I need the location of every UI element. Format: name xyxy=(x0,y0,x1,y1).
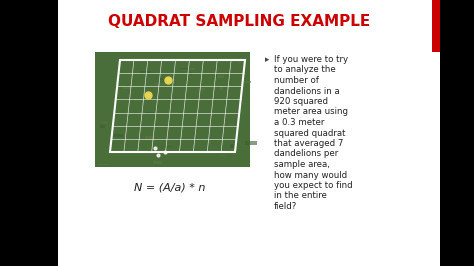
Text: dandelions in a: dandelions in a xyxy=(274,86,340,95)
Bar xyxy=(114,134,123,137)
Bar xyxy=(198,88,205,90)
Text: 920 squared: 920 squared xyxy=(274,97,328,106)
Bar xyxy=(160,78,163,80)
Text: field?: field? xyxy=(274,202,297,211)
Bar xyxy=(208,141,211,143)
Text: N = (A/a) * n: N = (A/a) * n xyxy=(134,183,206,193)
Text: squared quadrat: squared quadrat xyxy=(274,128,346,138)
Bar xyxy=(245,141,257,145)
Bar xyxy=(0,0,58,266)
Bar xyxy=(244,81,251,83)
Text: QUADRAT SAMPLING EXAMPLE: QUADRAT SAMPLING EXAMPLE xyxy=(108,15,370,30)
Bar xyxy=(100,122,108,123)
Bar xyxy=(95,52,250,167)
Bar xyxy=(100,125,105,128)
Bar xyxy=(215,75,217,78)
Bar xyxy=(146,136,154,140)
Text: how many would: how many would xyxy=(274,171,347,180)
Bar xyxy=(189,72,192,76)
Bar xyxy=(432,0,440,52)
Text: dandelions per: dandelions per xyxy=(274,149,338,159)
Bar xyxy=(220,155,225,156)
Bar xyxy=(172,112,178,113)
Bar xyxy=(153,161,163,164)
Text: If you were to try: If you were to try xyxy=(274,55,348,64)
Text: a 0.3 meter: a 0.3 meter xyxy=(274,118,324,127)
Bar xyxy=(190,68,195,70)
Bar xyxy=(440,0,474,266)
Bar xyxy=(220,87,223,90)
Text: meter area using: meter area using xyxy=(274,107,348,117)
Bar xyxy=(238,62,242,63)
Text: you expect to find: you expect to find xyxy=(274,181,353,190)
Bar xyxy=(123,87,131,89)
Text: ▸: ▸ xyxy=(265,55,269,64)
Bar xyxy=(58,0,440,266)
Bar xyxy=(114,109,116,113)
Bar xyxy=(179,68,189,69)
Text: to analyze the: to analyze the xyxy=(274,65,336,74)
Text: in the entire: in the entire xyxy=(274,192,327,201)
Text: sample area,: sample area, xyxy=(274,160,330,169)
Bar xyxy=(98,164,109,165)
Bar xyxy=(229,124,234,125)
Bar xyxy=(217,75,224,78)
Bar xyxy=(119,59,130,61)
Text: that averaged 7: that averaged 7 xyxy=(274,139,343,148)
Bar xyxy=(134,99,143,101)
Bar xyxy=(155,83,165,85)
Bar xyxy=(140,70,151,74)
Bar xyxy=(230,144,234,148)
Text: number of: number of xyxy=(274,76,319,85)
Bar xyxy=(161,146,172,147)
Bar xyxy=(145,112,154,114)
